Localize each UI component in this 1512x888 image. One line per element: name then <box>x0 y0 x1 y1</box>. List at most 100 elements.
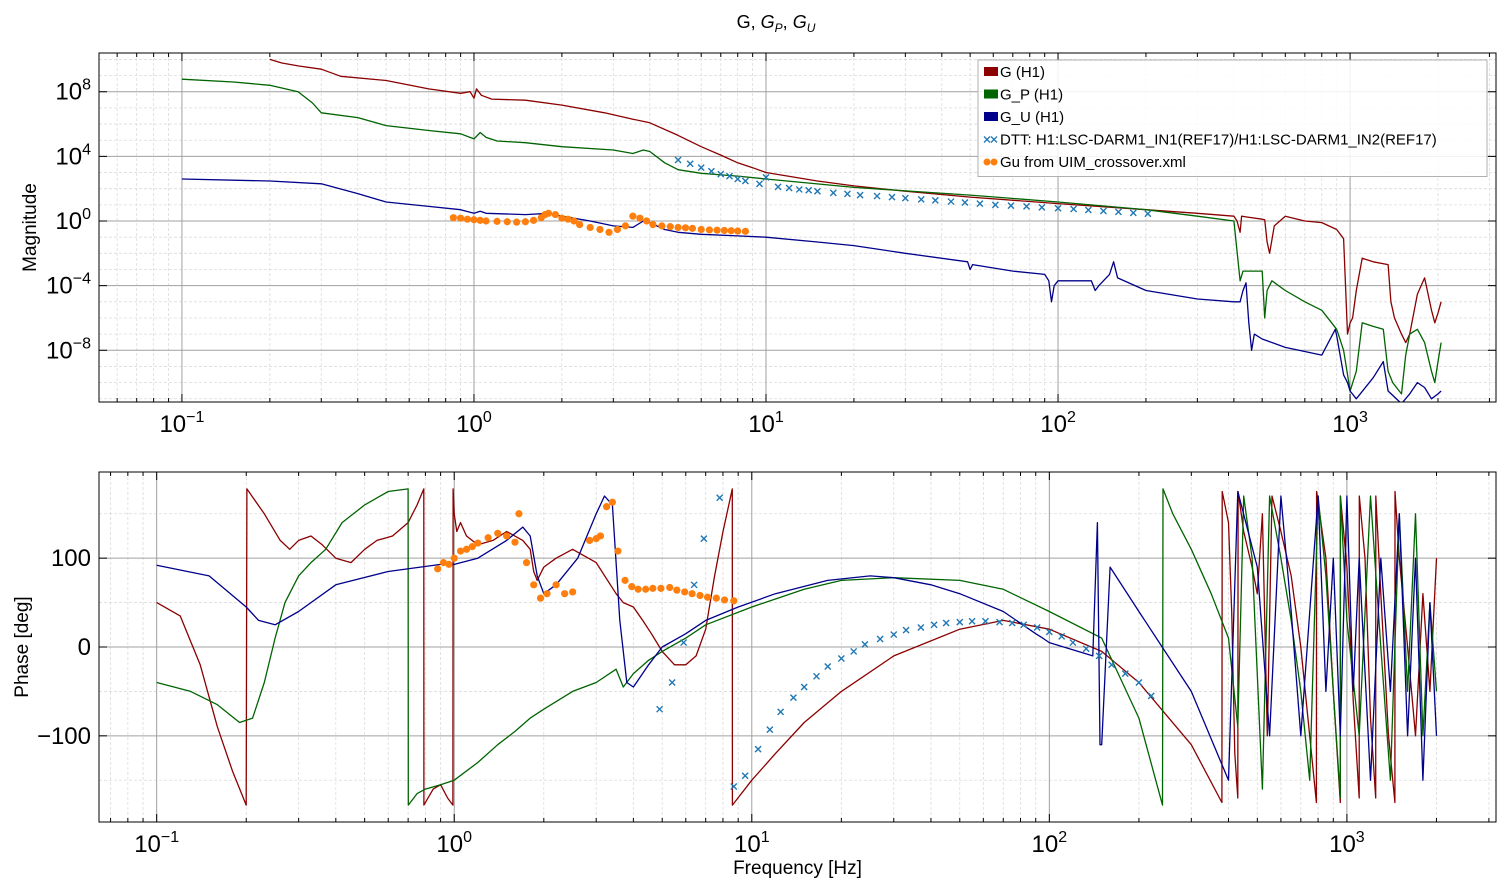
series-guxml-point <box>720 596 729 604</box>
series-guxml-point <box>614 547 622 555</box>
series-guxml-point <box>529 216 538 224</box>
phase-grid <box>99 472 1496 822</box>
series-guxml-point <box>727 227 735 235</box>
x-tick-label-exponent: −1 <box>161 829 179 846</box>
y-tick-label-exponent: 0 <box>82 206 91 223</box>
y-tick-label-mantissa: 10 <box>46 273 73 300</box>
magnitude-y-axis-label: Magnitude <box>20 183 41 272</box>
series-dtt-point <box>902 626 910 634</box>
series-dtt-point <box>824 663 832 671</box>
figure-title: G, GP, GU <box>737 12 816 35</box>
y-tick-label: 100 <box>51 545 91 572</box>
legend: G (H1) G_P (H1) G_U (H1) DTT: H1:LSC-DARM1_… <box>977 59 1488 177</box>
series-dtt-point <box>1033 623 1041 631</box>
series-dtt-point <box>741 177 749 185</box>
series-dtt-point <box>1008 619 1016 627</box>
magnitude-grid <box>99 53 1496 402</box>
x-tick-label-exponent: 1 <box>761 829 770 846</box>
series-dtt-point <box>680 639 688 647</box>
y-tick-label: 100 <box>55 206 91 235</box>
magnitude-plot-frame <box>98 52 1497 403</box>
legend-label: G (H1) <box>1000 64 1045 81</box>
x-tick-label: 101 <box>734 829 770 858</box>
series-guxml-point <box>602 503 611 511</box>
series-guxml-point <box>503 532 511 540</box>
x-tick-label: 103 <box>1329 829 1365 858</box>
series-guxml-point <box>462 545 471 553</box>
series-guxml-point <box>642 585 650 593</box>
legend-label: Gu from UIM_crossover.xml <box>1000 154 1186 171</box>
series-guxml-point <box>474 539 482 547</box>
series-guxml-point <box>734 227 742 235</box>
series-guxml-point <box>513 218 521 226</box>
y-tick-label-mantissa: 10 <box>55 79 82 106</box>
series-dtt-point <box>697 164 705 172</box>
series-dtt-point <box>716 494 724 502</box>
series-guxml-point <box>674 223 682 232</box>
x-tick-label-exponent: 0 <box>483 409 492 426</box>
y-tick-label-exponent: 4 <box>82 141 91 158</box>
series-guxml-point <box>636 214 644 222</box>
series-guxml-point <box>511 538 519 546</box>
x-tick-label-exponent: 0 <box>463 829 472 846</box>
series-gu-line <box>181 178 1442 402</box>
series-dtt-point <box>1095 652 1103 660</box>
series-g-line <box>269 58 1442 344</box>
series-guxml-point <box>551 210 559 219</box>
series-guxml-point <box>688 224 697 232</box>
series-guxml-point <box>586 223 594 232</box>
series-dtt-point <box>1121 670 1129 678</box>
series-gp-line <box>156 488 1438 806</box>
series-dtt-point <box>774 183 782 191</box>
series-guxml-point <box>605 228 613 236</box>
legend-swatch <box>984 67 998 76</box>
series-guxml-point <box>649 584 657 592</box>
series-dtt-point <box>674 156 682 164</box>
y-tick-label-exponent: −4 <box>73 271 91 288</box>
series-guxml-point <box>494 529 502 537</box>
series-guxml-point <box>530 581 538 589</box>
series-guxml-point <box>463 215 472 223</box>
series-guxml-point <box>634 585 642 593</box>
series-dtt-point <box>917 623 925 631</box>
series-guxml-point <box>730 597 738 605</box>
series-guxml-point <box>666 583 674 592</box>
series-guxml-point <box>681 588 689 596</box>
series-dtt-point <box>991 201 999 209</box>
series-dtt-point <box>1099 207 1107 215</box>
x-tick-label-exponent: 3 <box>1359 409 1368 426</box>
x-tick-label: 100 <box>436 829 472 858</box>
y-tick-label: 10−4 <box>46 271 91 300</box>
series-dtt-point <box>1135 679 1143 687</box>
x-axis-label: Frequency [Hz] <box>733 858 862 879</box>
series-dtt-point <box>931 196 939 204</box>
series-guxml-point <box>439 559 448 567</box>
phase-series <box>156 488 1438 806</box>
series-guxml-point <box>521 218 529 226</box>
series-gp-line <box>181 78 1442 395</box>
series-dtt-point <box>947 198 955 206</box>
series-dtt-point <box>1007 202 1015 210</box>
series-dtt-point <box>1070 205 1078 213</box>
y-tick-label: 104 <box>55 141 91 170</box>
series-guxml-point <box>720 226 728 235</box>
legend-label: G_P (H1) <box>1000 87 1063 104</box>
series-guxml-point <box>666 223 674 231</box>
series-guxml-point <box>629 212 637 220</box>
series-guxml-point <box>569 588 577 596</box>
series-dtt-point <box>690 581 698 589</box>
series-dtt-point <box>717 170 725 178</box>
series-guxml-point <box>613 225 622 234</box>
x-tick-label-mantissa: 10 <box>748 411 775 438</box>
legend-label: DTT: H1:LSC-DARM1_IN1(REF17)/H1:LSC-DARM… <box>1000 132 1437 149</box>
x-tick-label: 101 <box>748 409 784 438</box>
series-dtt-point <box>890 631 898 639</box>
series-guxml-point <box>621 576 629 584</box>
series-guxml-point <box>456 547 465 555</box>
x-tick-label: 10−1 <box>134 829 179 858</box>
x-tick-label-exponent: 3 <box>1356 829 1365 846</box>
x-tick-label-mantissa: 10 <box>1329 831 1356 858</box>
